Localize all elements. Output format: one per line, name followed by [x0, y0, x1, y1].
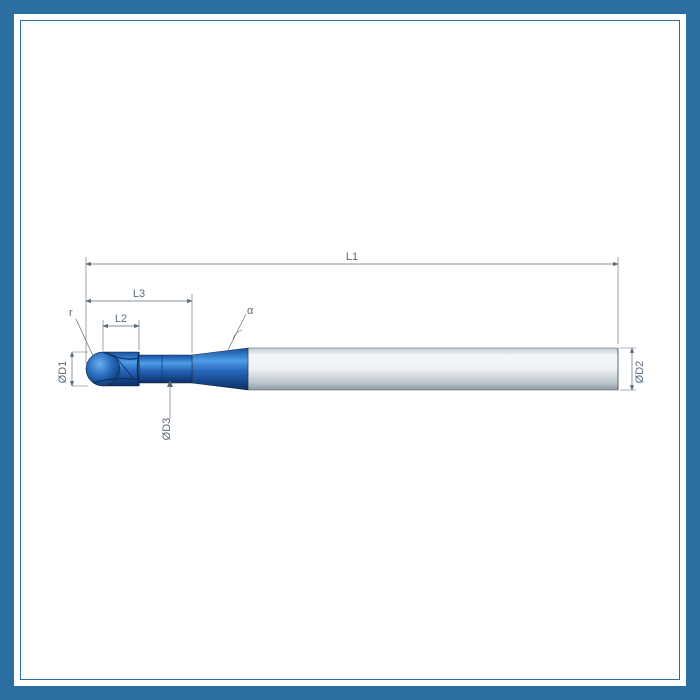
- label-r: r: [69, 307, 73, 319]
- label-D3: ØD3: [161, 418, 173, 441]
- dim-D1: ØD1: [57, 352, 88, 386]
- label-L2: L2: [115, 313, 127, 325]
- dim-alpha: α: [228, 305, 254, 350]
- taper: [192, 348, 248, 390]
- dim-r: r: [69, 307, 94, 358]
- label-D2: ØD2: [634, 361, 646, 384]
- dim-L2: L2: [103, 313, 139, 326]
- outer-frame: L1 L3 L2 r α ØD1: [0, 0, 700, 700]
- shank: [248, 348, 618, 390]
- label-L3: L3: [133, 288, 145, 300]
- dim-L1: L1: [86, 251, 618, 264]
- label-D1: ØD1: [57, 361, 69, 384]
- label-L1: L1: [346, 251, 358, 263]
- label-alpha: α: [247, 305, 254, 317]
- neck: [139, 355, 192, 383]
- dim-L3: L3: [86, 288, 192, 301]
- dim-D2: ØD2: [620, 348, 646, 390]
- drawing-canvas: L1 L3 L2 r α ØD1: [14, 14, 686, 686]
